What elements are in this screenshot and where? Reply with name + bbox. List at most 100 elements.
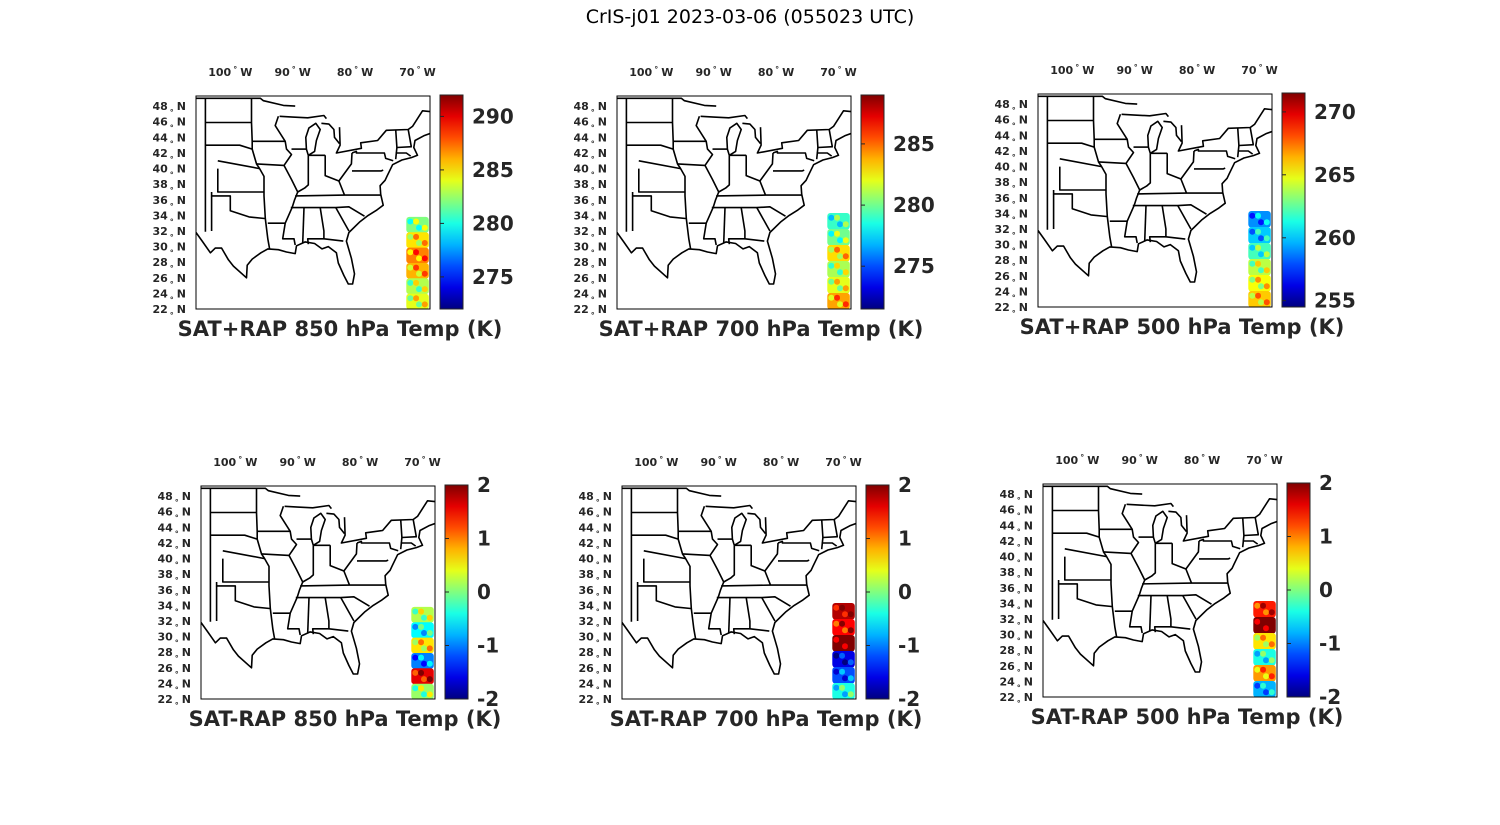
lat-tick-label: 34 ° N <box>994 207 1028 224</box>
swath-obs <box>836 627 843 634</box>
swath-obs <box>1263 283 1270 290</box>
boundary-line <box>756 207 771 232</box>
swath-obs <box>831 269 838 276</box>
lat-tick-label: 46 ° N <box>999 504 1033 521</box>
lat-tick-label: 32 ° N <box>578 615 612 632</box>
lon-tick-label: 70 ° W <box>399 65 435 79</box>
swath-obs <box>847 659 854 666</box>
lat-tick-label: 24 ° N <box>578 677 612 694</box>
swath-obs <box>842 285 849 292</box>
boundary-line <box>310 512 326 546</box>
swath-obs <box>423 608 430 615</box>
colorbar-tick-label: -2 <box>898 687 920 711</box>
swath-obs <box>1249 244 1256 251</box>
lon-tick-label: 70 ° W <box>820 65 856 79</box>
swath-obs <box>412 669 419 676</box>
map-boundaries <box>1038 95 1272 283</box>
boundary-line <box>201 522 435 675</box>
lat-tick-label: 34 ° N <box>157 599 191 616</box>
boundary-line <box>1243 533 1259 537</box>
swath-obs <box>410 240 417 246</box>
swath-obs <box>413 264 420 271</box>
swath-obs <box>828 214 835 221</box>
swath-obs <box>1257 625 1264 632</box>
boundary-line <box>284 504 333 510</box>
boundary-line <box>295 596 370 607</box>
swath-obs <box>837 237 843 244</box>
swath-obs <box>831 301 838 308</box>
boundary-line <box>718 155 731 193</box>
colorbar-tick-label: 285 <box>472 158 514 182</box>
swath-obs <box>410 255 417 262</box>
lat-tick-label: 28 ° N <box>152 256 186 273</box>
lon-tick-label: 80 ° W <box>342 455 378 469</box>
swath-obs <box>416 240 422 246</box>
boundary-line <box>1170 626 1191 630</box>
boundary-line <box>311 597 330 635</box>
lon-tick-label: 80 ° W <box>337 65 373 79</box>
panel-caption: SAT-RAP 700 hPa Temp (K) <box>609 707 923 731</box>
boundary-line <box>326 512 346 535</box>
lat-tick-label: 22 ° N <box>157 693 191 710</box>
swath-obs <box>412 608 419 615</box>
swath-obs <box>410 286 417 293</box>
boundary-line <box>256 141 293 167</box>
lat-tick-label: 34 ° N <box>999 597 1033 614</box>
boundary-line <box>773 169 805 172</box>
swath-obs <box>842 611 848 618</box>
swath-obs <box>828 294 835 301</box>
boundary-line <box>1043 520 1277 673</box>
lat-tick-label: 28 ° N <box>999 644 1033 661</box>
boundary-line <box>816 152 833 157</box>
colorbar-tick-label: 0 <box>1319 578 1333 602</box>
lat-tick-label: 42 ° N <box>152 147 186 164</box>
swath-obs <box>833 684 840 691</box>
swath-obs <box>418 654 425 661</box>
boundary-line <box>671 122 692 250</box>
boundary-line <box>777 540 820 552</box>
boundary-line <box>352 169 384 172</box>
swath-obs <box>416 301 422 308</box>
swath-obs <box>423 685 430 692</box>
swath-obs <box>1265 634 1272 641</box>
swath-obs <box>416 270 422 277</box>
boundary-line <box>1142 582 1228 585</box>
boundary-line <box>1177 108 1272 152</box>
swath-obs <box>1257 657 1264 664</box>
swath-obs <box>415 691 422 698</box>
lat-tick-label: 44 ° N <box>999 519 1033 536</box>
swath-obs <box>1263 657 1269 664</box>
boundary-line <box>821 542 838 547</box>
colorbar-tick-label: -2 <box>1319 685 1341 709</box>
panel-caption: SAT-RAP 850 hPa Temp (K) <box>188 707 502 731</box>
swath-obs <box>421 255 428 262</box>
boundary-line <box>761 500 856 544</box>
swath-obs <box>1254 682 1261 689</box>
swath-obs <box>1258 235 1264 242</box>
swath-obs <box>839 246 846 253</box>
boundary-line <box>759 180 767 196</box>
boundary-line <box>407 129 413 147</box>
boundary-line <box>1092 120 1113 248</box>
boundary-line <box>1168 510 1188 533</box>
swath-obs <box>831 237 838 244</box>
boundary-line <box>1199 557 1231 560</box>
boundary-line <box>196 97 296 107</box>
boundary-line <box>305 122 321 156</box>
swath-obs <box>421 301 428 308</box>
lon-tick-label: 70 ° W <box>404 455 440 469</box>
swath-obs <box>423 669 430 676</box>
map-panel-sat-plus-rap-700: 100 ° W 90 ° W 80 ° W 70 ° W 48 ° N 46 ° N 44 ° N 42 ° N 40 ° N 38 °… <box>551 60 971 370</box>
swath-obs <box>1252 235 1259 242</box>
map-background <box>617 96 851 309</box>
swath-obs <box>1257 609 1264 616</box>
lat-tick-label: 24 ° N <box>152 287 186 304</box>
swath-obs <box>847 611 854 618</box>
boundary-line <box>678 506 712 533</box>
lat-tick-label: 34 ° N <box>578 599 612 616</box>
lat-tick-label: 48 ° N <box>994 98 1028 115</box>
colorbar-tick-label: 270 <box>1314 100 1356 124</box>
lat-tick-label: 26 ° N <box>578 662 612 679</box>
boundary-line <box>778 559 810 562</box>
map-frame <box>195 95 431 310</box>
